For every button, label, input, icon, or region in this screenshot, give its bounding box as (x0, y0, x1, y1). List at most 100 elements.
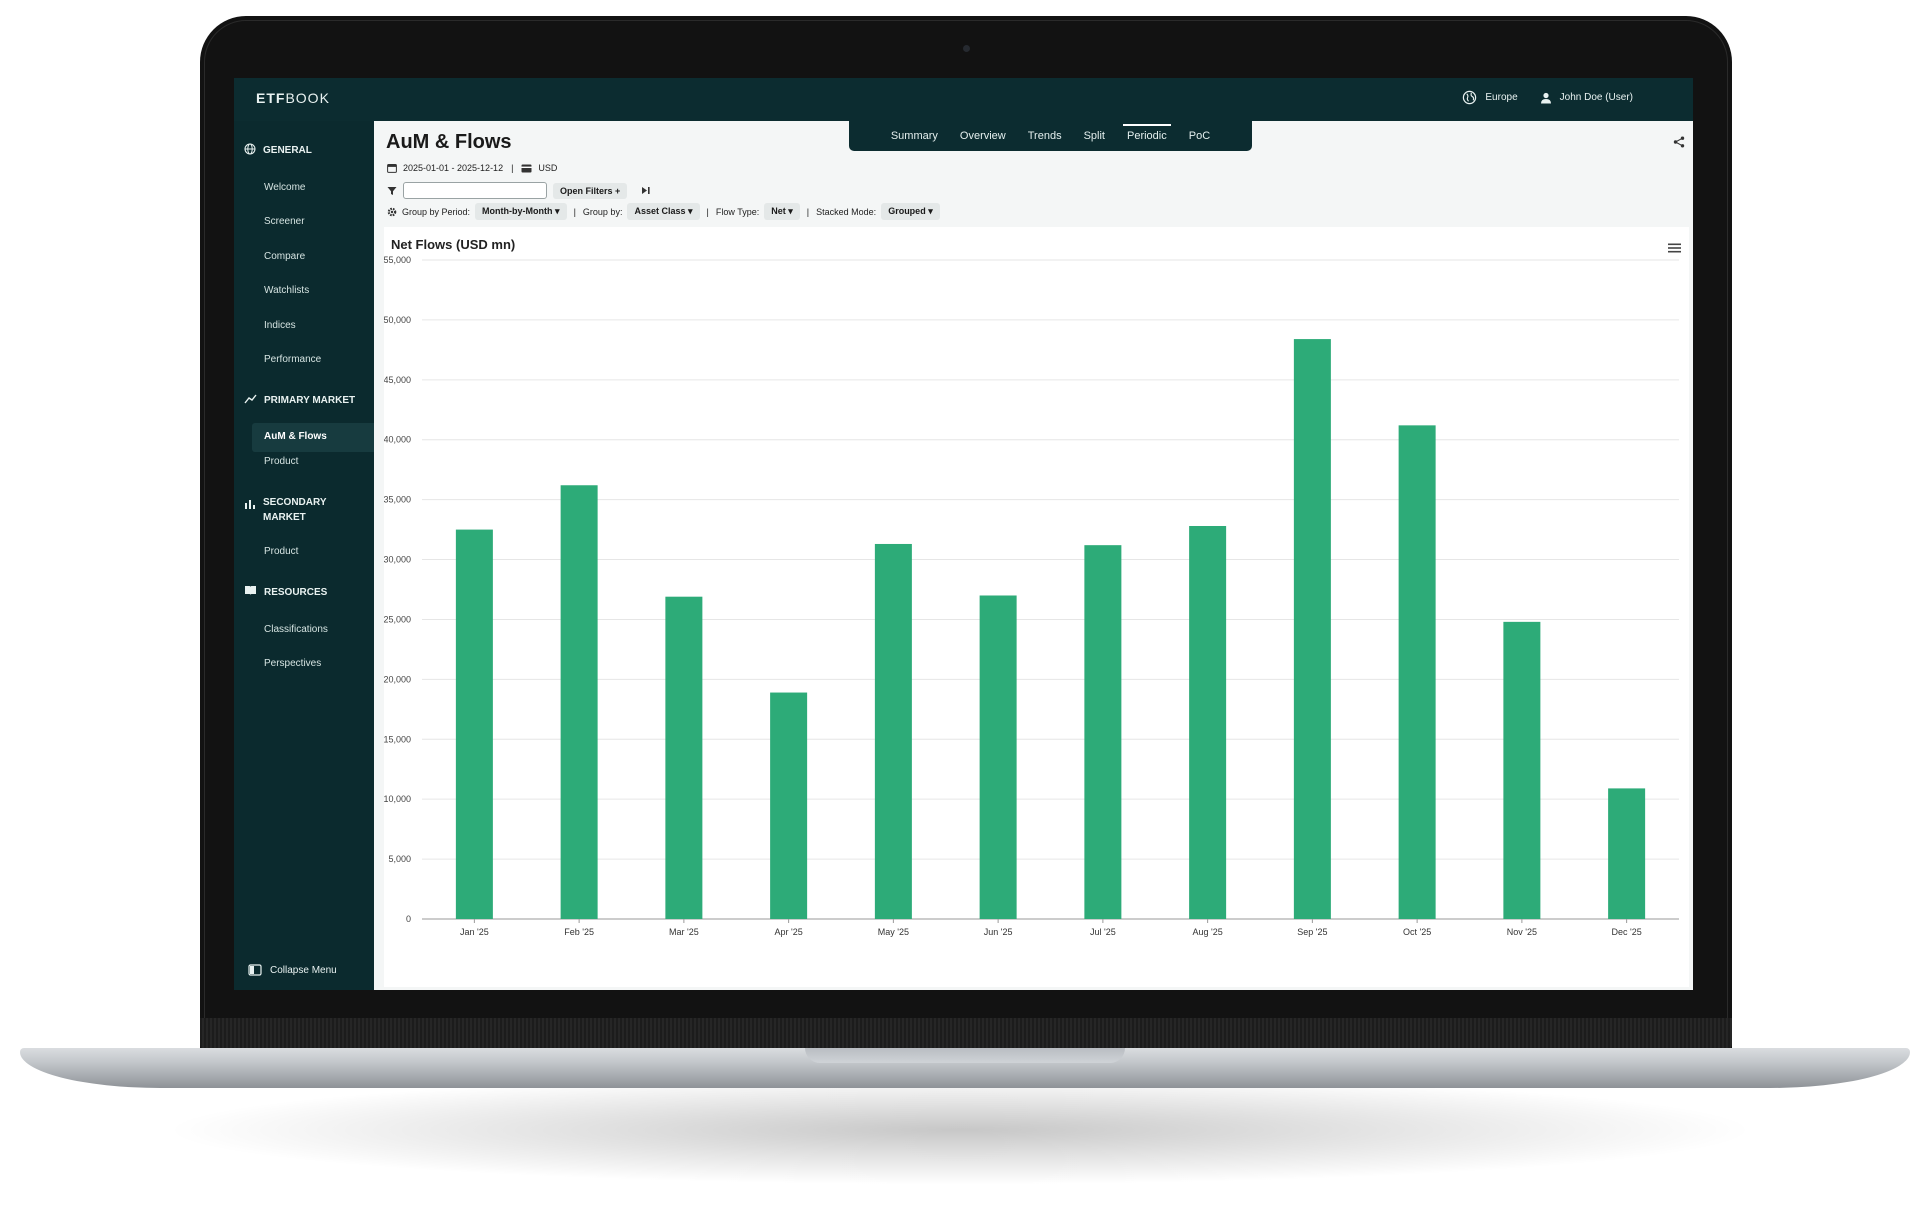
sidebar-item-secondary-product[interactable]: Product (264, 546, 299, 557)
sidebar-item-indices[interactable]: Indices (264, 320, 296, 331)
flow-type-value: Net (771, 206, 786, 216)
x-tick-label: Dec '25 (1612, 927, 1642, 937)
sidebar-item-primary-product[interactable]: Product (264, 456, 299, 467)
separator: | (573, 206, 576, 217)
sidebar-section-resources[interactable]: RESOURCES (244, 585, 327, 600)
options-row: Group by Period: Month-by-Month ▾ | Grou… (387, 203, 940, 220)
group-by-value: Asset Class (634, 206, 686, 216)
sidebar-item-aum-flows[interactable]: AuM & Flows (252, 423, 374, 452)
y-tick-label: 55,000 (384, 255, 411, 265)
bar (560, 485, 598, 919)
sidebar-item-compare[interactable]: Compare (264, 251, 306, 262)
tab-summary[interactable]: Summary (890, 130, 938, 142)
x-tick-label: Sep '25 (1297, 927, 1327, 937)
y-tick-label: 45,000 (384, 375, 411, 385)
x-tick-label: May '25 (878, 927, 909, 937)
bar (1608, 788, 1646, 919)
stacked-mode-select[interactable]: Grouped ▾ (881, 203, 940, 220)
chart-card: Net Flows (USD mn) 0 5,000 10,000 15,000 20,… (384, 227, 1689, 987)
currency-icon (521, 164, 532, 172)
group-by-select[interactable]: Asset Class ▾ (627, 203, 700, 220)
bar (455, 529, 493, 919)
x-tick-label: Apr '25 (775, 927, 803, 937)
bar (1503, 621, 1541, 919)
tab-periodic[interactable]: Periodic (1116, 121, 1178, 151)
tab-split[interactable]: Split (1083, 130, 1105, 142)
collapse-menu-button[interactable]: Collapse Menu (248, 964, 337, 976)
group-by-label: Group by: (582, 206, 623, 217)
x-tick-label: Jul '25 (1090, 927, 1116, 937)
skip-end-icon[interactable] (641, 186, 651, 195)
tab-overview[interactable]: Overview (959, 130, 1006, 142)
bar-chart-icon (245, 500, 255, 509)
tab-poc[interactable]: PoC (1188, 130, 1211, 142)
share-button[interactable] (1673, 135, 1685, 153)
y-tick-label: 0 (406, 914, 411, 924)
laptop-shadow (160, 1075, 1760, 1185)
sidebar: GENERAL Welcome Screener Compare Watchli… (234, 121, 374, 990)
user-menu[interactable]: John Doe (User) (1540, 92, 1633, 104)
user-label: John Doe (User) (1559, 92, 1633, 103)
separator: | (511, 163, 514, 173)
logo-bold: ETF (256, 90, 286, 106)
main-content: AuM & Flows Summary Overview Trends Spli… (374, 121, 1693, 990)
sidebar-section-secondary-market[interactable]: SECONDARY MARKET (244, 495, 327, 525)
open-filters-label: Open Filters (560, 185, 613, 196)
filter-row: Open Filters + (387, 182, 651, 199)
bar (665, 596, 703, 919)
sidebar-section-label: PRIMARY MARKET (264, 395, 356, 406)
y-tick-label: 5,000 (388, 854, 411, 864)
region-selector[interactable]: Europe (1462, 90, 1518, 105)
sidebar-item-performance[interactable]: Performance (264, 354, 322, 365)
currency-label[interactable]: USD (538, 163, 558, 173)
region-label: Europe (1485, 92, 1518, 103)
top-bar: ETFBOOK Europe John Doe (User) (234, 78, 1693, 121)
x-tick-label: Oct '25 (1403, 927, 1431, 937)
sidebar-section-label: RESOURCES (264, 587, 328, 598)
globe-icon (244, 143, 256, 155)
gear-icon (387, 207, 397, 216)
stacked-mode-value: Grouped (888, 206, 926, 216)
y-tick-label: 30,000 (384, 555, 411, 565)
sidebar-item-classifications[interactable]: Classifications (264, 624, 328, 635)
date-currency-row: 2025-01-01 - 2025-12-12 | USD (387, 163, 557, 173)
user-icon (1540, 92, 1551, 103)
calendar-icon (387, 164, 397, 173)
sidebar-section-label-line2: MARKET (263, 512, 306, 523)
sidebar-section-label-line1: SECONDARY (263, 497, 327, 508)
share-icon (1673, 136, 1685, 148)
sidebar-item-watchlists[interactable]: Watchlists (264, 285, 310, 296)
x-tick-label: Jan '25 (460, 927, 489, 937)
sidebar-item-welcome[interactable]: Welcome (264, 182, 306, 193)
stacked-mode-label: Stacked Mode: (816, 206, 877, 217)
sidebar-item-screener[interactable]: Screener (264, 216, 305, 227)
date-range[interactable]: 2025-01-01 - 2025-12-12 (403, 163, 504, 173)
y-tick-label: 20,000 (384, 674, 411, 684)
y-tick-label: 35,000 (384, 495, 411, 505)
separator: | (706, 206, 709, 217)
open-filters-button[interactable]: Open Filters + (553, 182, 628, 199)
caret-down-icon: ▾ (555, 206, 560, 216)
bar (979, 595, 1017, 919)
sidebar-item-perspectives[interactable]: Perspectives (264, 658, 322, 669)
flow-type-select[interactable]: Net ▾ (764, 203, 800, 220)
bar (1398, 425, 1436, 919)
filter-input[interactable] (403, 182, 547, 199)
bar (1189, 525, 1227, 919)
sidebar-collapse-icon (248, 964, 262, 976)
hamburger-icon (1668, 243, 1681, 253)
sidebar-section-general[interactable]: GENERAL (244, 143, 312, 158)
sidebar-section-primary-market[interactable]: PRIMARY MARKET (244, 393, 355, 408)
book-icon (245, 586, 256, 595)
y-tick-label: 25,000 (384, 614, 411, 624)
trend-line-icon (244, 394, 257, 404)
tab-trends[interactable]: Trends (1027, 130, 1062, 142)
chart-menu-button[interactable] (1668, 240, 1681, 258)
x-tick-label: Jun '25 (984, 927, 1013, 937)
x-tick-label: Nov '25 (1507, 927, 1537, 937)
group-by-period-label: Group by Period: (402, 206, 471, 217)
net-flows-chart: 0 5,000 10,000 15,000 20,000 25,000 30,000 35,0… (384, 255, 1679, 937)
group-by-period-select[interactable]: Month-by-Month ▾ (475, 203, 567, 220)
app-logo[interactable]: ETFBOOK (256, 90, 330, 106)
